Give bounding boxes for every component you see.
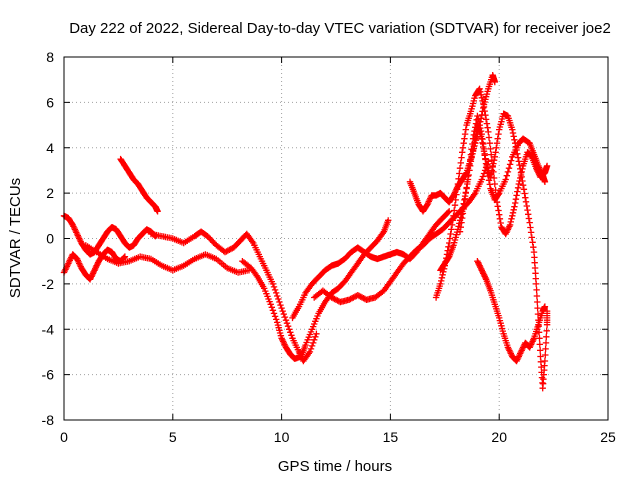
y-tick-label: 6	[46, 94, 54, 110]
series-markers	[117, 155, 161, 215]
series-satellite-track-11	[432, 85, 551, 301]
y-tick-label: -2	[42, 276, 55, 292]
series-markers	[432, 85, 551, 301]
x-tick-label: 0	[60, 429, 68, 445]
y-tick-label: -6	[42, 367, 55, 383]
y-tick-label: 0	[46, 231, 54, 247]
axis-ticks	[63, 56, 609, 421]
series-satellite-track-06	[239, 217, 392, 362]
x-tick-label: 20	[491, 429, 507, 445]
x-axis-title: GPS time / hours	[278, 458, 392, 475]
series-satellite-track-05	[147, 228, 320, 365]
series-markers	[456, 110, 551, 392]
series-satellite-track-03	[117, 155, 161, 215]
y-axis-title: SDTVAR / TECUs	[7, 178, 24, 298]
y-axis-tick-labels: -8 -6 -4 -2 0 2 4 6 8	[42, 49, 55, 428]
y-tick-label: 2	[46, 185, 54, 201]
chart-title: Day 222 of 2022, Sidereal Day-to-day VTE…	[69, 20, 611, 37]
series-markers	[474, 258, 549, 365]
y-tick-label: -8	[42, 412, 55, 428]
series-markers	[239, 217, 392, 362]
x-axis-tick-labels: 0 5 10 15 20 25	[60, 429, 616, 445]
grid-lines	[64, 57, 608, 420]
x-tick-label: 15	[383, 429, 399, 445]
series-markers	[147, 228, 320, 365]
series-satellite-track-07	[289, 208, 453, 322]
data-series	[60, 72, 551, 392]
x-tick-label: 5	[169, 429, 177, 445]
x-tick-label: 25	[600, 429, 616, 445]
series-satellite-track-13	[474, 258, 549, 365]
y-tick-label: -4	[42, 321, 55, 337]
series-markers	[82, 242, 253, 276]
series-markers	[289, 208, 453, 322]
y-tick-label: 8	[46, 49, 54, 65]
series-satellite-track-12	[456, 110, 551, 392]
x-tick-label: 10	[274, 429, 290, 445]
series-satellite-track-04	[82, 242, 253, 276]
y-tick-label: 4	[46, 140, 54, 156]
